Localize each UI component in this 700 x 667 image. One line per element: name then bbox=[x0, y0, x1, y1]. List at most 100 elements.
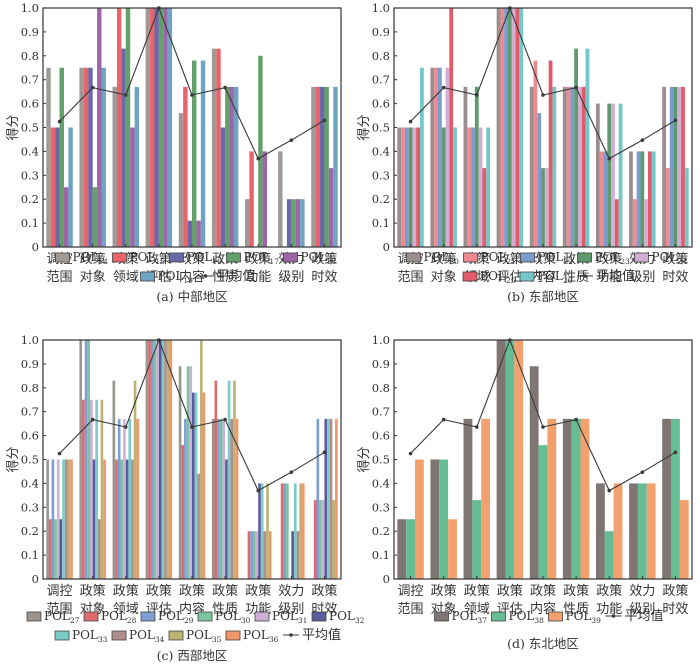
bar-pol19-cat7 bbox=[300, 199, 305, 247]
y-tick-label: 0.4 bbox=[372, 144, 390, 158]
bar-pol29-cat2 bbox=[117, 418, 121, 579]
bar-pol23-cat0 bbox=[408, 127, 413, 247]
x-tick-label: 性质 bbox=[563, 602, 589, 617]
legend-item: POL22 bbox=[520, 250, 573, 266]
bar-pol34-cat2 bbox=[131, 459, 134, 579]
legend-label-sub: 17 bbox=[269, 257, 279, 266]
bar-pol37-cat7 bbox=[629, 483, 638, 579]
x-tick-label: 政策 bbox=[596, 251, 622, 267]
legend-label-name: POL bbox=[481, 250, 507, 264]
bar-pol19-cat5 bbox=[233, 86, 239, 248]
bar-pol38-cat3 bbox=[505, 340, 515, 579]
bar-pol17-cat3 bbox=[158, 8, 164, 247]
legend-label: POL19 bbox=[158, 269, 194, 285]
x-tick-label: 政策 bbox=[662, 251, 688, 267]
x-tick-label: 政策 bbox=[311, 251, 337, 267]
x-tick-label: 级别 bbox=[278, 602, 304, 617]
bar-pol35-cat5 bbox=[233, 380, 236, 579]
y-tick-label: 0.2 bbox=[372, 524, 390, 538]
bar-pol17-cat8 bbox=[324, 86, 329, 248]
average-point bbox=[541, 93, 545, 97]
bar-pol36-cat2 bbox=[136, 418, 140, 579]
y-tick-label: 0.9 bbox=[372, 25, 390, 39]
bar-pol23-cat4 bbox=[541, 168, 545, 247]
bar-pol19-cat3 bbox=[167, 8, 173, 247]
bar-pol14-cat0 bbox=[46, 67, 51, 247]
y-tick-label: 0.3 bbox=[21, 500, 39, 514]
bar-pol36-cat3 bbox=[169, 340, 173, 579]
x-tick-label: 范围 bbox=[47, 602, 73, 617]
legend-item: POL19 bbox=[140, 269, 194, 285]
legend-swatch bbox=[197, 611, 213, 622]
bar-pol37-cat4 bbox=[529, 366, 539, 579]
x-tick-label: 政策 bbox=[596, 583, 622, 599]
legend-label: POL35 bbox=[186, 628, 222, 644]
x-tick-label: 级别 bbox=[629, 270, 655, 285]
y-tick-label: 0.7 bbox=[372, 73, 390, 87]
plot-frame bbox=[42, 339, 342, 580]
bar-pol33-cat0 bbox=[62, 459, 65, 579]
legend-item: POL37 bbox=[434, 609, 487, 625]
bar-pol26-cat6 bbox=[618, 103, 623, 247]
x-tick-label: 调控 bbox=[398, 584, 424, 599]
bar-pol30-cat7 bbox=[286, 483, 289, 579]
legend-swatch bbox=[140, 271, 155, 282]
x-tick-label: 政策 bbox=[245, 583, 271, 599]
x-tick-label: 领域 bbox=[464, 602, 490, 617]
x-tick-label: 级别 bbox=[278, 270, 304, 285]
legend-marker bbox=[611, 614, 616, 618]
chart-title: (c) 西部地区 bbox=[157, 648, 228, 663]
bar-pol28-cat0 bbox=[48, 519, 52, 579]
legend-swatch bbox=[283, 252, 298, 263]
legend-item-average: 平均值 bbox=[605, 608, 664, 624]
x-tick-label: 对象 bbox=[431, 270, 457, 285]
bar-pol20-cat2 bbox=[463, 86, 468, 248]
legend-label-sub: 27 bbox=[70, 616, 80, 625]
bar-pol17-cat6 bbox=[258, 55, 263, 247]
bar-pol35-cat0 bbox=[67, 459, 71, 579]
y-tick-label: 0.4 bbox=[21, 476, 39, 490]
legend-label-sub: 28 bbox=[127, 616, 137, 625]
bar-pol21-cat4 bbox=[533, 60, 538, 247]
bar-pol27-cat2 bbox=[112, 380, 116, 579]
chart-title: (a) 中部地区 bbox=[156, 289, 227, 304]
bar-pol37-cat8 bbox=[662, 418, 672, 579]
legend-label-name: POL bbox=[129, 628, 155, 642]
average-point bbox=[640, 138, 645, 142]
bar-pol16-cat3 bbox=[154, 8, 159, 247]
legend-item: POL30 bbox=[197, 609, 251, 625]
legend-swatch bbox=[577, 252, 592, 263]
bar-pol20-cat8 bbox=[662, 86, 666, 248]
legend-label-sub: 31 bbox=[298, 616, 308, 625]
legend-label-sub: 14 bbox=[98, 257, 108, 266]
bar-pol22-cat3 bbox=[504, 8, 508, 247]
bar-pol39-cat3 bbox=[514, 340, 524, 579]
legend-label: POL23 bbox=[595, 250, 631, 266]
bar-pol26-cat0 bbox=[420, 67, 424, 247]
bar-pol15-cat5 bbox=[216, 48, 221, 247]
legend-item: POL32 bbox=[311, 609, 365, 625]
bar-pol25-cat0 bbox=[416, 127, 421, 247]
average-point bbox=[289, 470, 294, 474]
legend-swatch bbox=[140, 611, 156, 622]
average-point bbox=[441, 85, 446, 90]
bar-pol28-cat5 bbox=[214, 380, 218, 579]
legend-marker bbox=[583, 274, 587, 278]
legend-label-sub: 16 bbox=[212, 257, 222, 266]
y-tick-label: 1.0 bbox=[21, 333, 39, 347]
bar-pol14-cat7 bbox=[278, 151, 283, 247]
y-tick-label: 0.8 bbox=[372, 49, 390, 63]
y-tick-label: 0.8 bbox=[372, 381, 390, 395]
average-point bbox=[256, 488, 261, 493]
bar-pol30-cat5 bbox=[219, 418, 223, 579]
bar-pol25-cat4 bbox=[548, 60, 553, 247]
x-tick-label: 效力 bbox=[278, 584, 304, 599]
bar-pol34-cat7 bbox=[296, 531, 300, 579]
y-tick-label: 1.0 bbox=[372, 333, 390, 347]
bar-pol35-cat2 bbox=[133, 380, 137, 579]
bar-pol14-cat8 bbox=[311, 86, 316, 248]
x-tick-label: 政策 bbox=[146, 583, 172, 599]
y-tick-label: 0.1 bbox=[372, 548, 390, 562]
legend-item-average: 平均值 bbox=[197, 268, 256, 284]
bar-pol20-cat0 bbox=[397, 127, 402, 247]
